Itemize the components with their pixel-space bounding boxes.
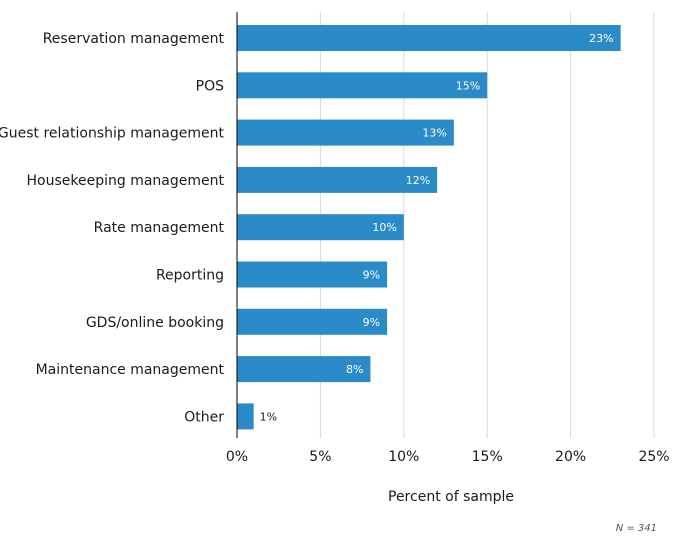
x-axis-title: Percent of sample	[388, 489, 514, 505]
bar	[237, 356, 371, 383]
bar	[237, 214, 404, 241]
category-label: Reservation management	[43, 31, 225, 47]
bar-value-label: 12%	[406, 174, 430, 187]
bar-value-label: 23%	[589, 32, 613, 45]
x-tick-label: 20%	[555, 449, 586, 465]
category-label: Housekeeping management	[27, 173, 225, 189]
bar	[237, 261, 388, 288]
bar-value-label: 1%	[260, 410, 277, 423]
category-label: Maintenance management	[36, 362, 225, 378]
category-label: POS	[196, 78, 224, 94]
bar	[237, 119, 454, 146]
bar-value-label: 8%	[346, 363, 363, 376]
category-label: Reporting	[156, 268, 224, 284]
category-label: Guest relationship management	[0, 126, 225, 142]
category-label: Rate management	[94, 220, 225, 236]
bar-value-label: 9%	[363, 316, 380, 329]
bar-value-label: 10%	[372, 221, 396, 234]
sample-size-note: N = 341	[616, 523, 657, 534]
bar-value-label: 13%	[422, 127, 446, 140]
bar	[237, 308, 388, 335]
x-tick-label: 10%	[388, 449, 419, 465]
category-label: Other	[184, 409, 224, 425]
bars: 23% 15% 13% 12% 10% 9% 9% 8% 1%	[237, 25, 621, 430]
x-tick-label: 25%	[638, 449, 669, 465]
bar-value-label: 15%	[456, 79, 480, 92]
x-tick-label: 5%	[309, 449, 331, 465]
x-tick-label: 0%	[226, 449, 248, 465]
bar	[237, 403, 254, 430]
category-label: GDS/online booking	[86, 315, 224, 331]
bar-value-label: 9%	[363, 269, 380, 282]
x-tick-labels: 0% 5% 10% 15% 20% 25%	[226, 449, 670, 465]
category-labels: Reservation management POS Guest relations…	[0, 31, 225, 425]
x-tick-label: 15%	[472, 449, 503, 465]
bar	[237, 72, 488, 99]
bar	[237, 166, 438, 193]
bar	[237, 25, 621, 51]
